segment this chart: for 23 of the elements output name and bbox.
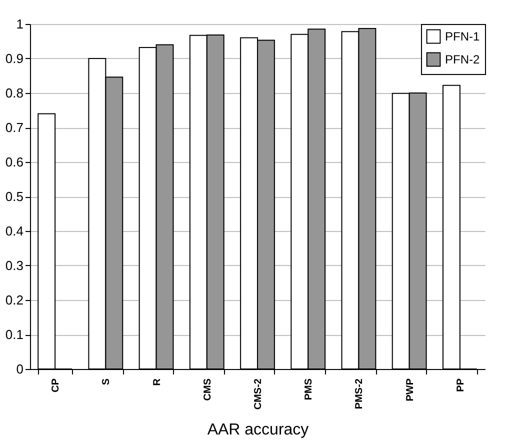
x-tick-label: CMS (202, 378, 214, 401)
y-tick-label: 0.1 (5, 327, 24, 342)
x-tick-label: R (152, 378, 163, 386)
y-tick-label: 0.2 (5, 292, 24, 308)
legend-label: PFN-2 (445, 52, 480, 66)
x-tick-label: PMS-2 (354, 378, 366, 410)
x-tick-label: CP (50, 378, 62, 392)
y-tick-label: 0.6 (5, 154, 24, 170)
y-tick-label: 0.5 (5, 189, 24, 204)
x-tick-label: CMS-2 (253, 378, 264, 410)
x-tick-label: PMS (304, 378, 315, 400)
y-tick-label: 0 (16, 362, 24, 376)
x-axis-title: AAR accuracy (207, 422, 309, 439)
y-tick-label: 0.3 (5, 258, 24, 273)
x-tick-label: PWP (404, 378, 416, 402)
y-tick-label: 0.4 (5, 224, 24, 238)
y-tick-label: 0.7 (5, 120, 24, 135)
y-tick-label: 0.9 (5, 51, 24, 66)
x-tick-label: S (101, 378, 112, 386)
x-tick-label: PP (455, 378, 466, 392)
legend-label: PFN-1 (445, 30, 480, 44)
y-tick-label: 1 (16, 16, 24, 32)
y-tick-label: 0.8 (5, 86, 24, 100)
